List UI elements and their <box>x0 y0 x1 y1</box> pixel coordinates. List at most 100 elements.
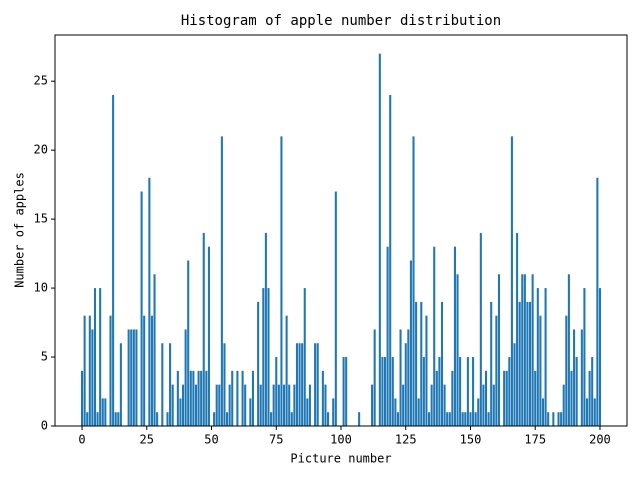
bar <box>272 384 275 426</box>
y-tick-label: 10 <box>34 281 48 295</box>
bar <box>117 412 120 426</box>
bar <box>130 329 133 426</box>
bar <box>381 357 384 426</box>
bar <box>220 136 223 427</box>
bar <box>91 329 94 426</box>
bar <box>484 370 488 426</box>
bar <box>534 370 537 426</box>
bar <box>251 370 254 426</box>
bar <box>264 232 267 426</box>
bar <box>96 412 99 426</box>
bar <box>194 384 198 426</box>
bar <box>391 357 394 426</box>
bar <box>321 370 324 426</box>
bar <box>166 412 169 426</box>
bar <box>487 412 490 426</box>
bar <box>453 246 456 426</box>
bar <box>560 412 563 426</box>
bar <box>415 301 418 426</box>
bar <box>402 384 405 426</box>
bar <box>86 412 89 426</box>
bar <box>443 384 446 426</box>
bar <box>451 370 454 426</box>
bar <box>119 343 122 426</box>
bar <box>479 232 482 426</box>
bar <box>394 398 397 426</box>
bar <box>327 412 330 426</box>
bar <box>409 260 412 426</box>
bar <box>490 301 493 426</box>
bar <box>140 191 143 426</box>
bar <box>143 315 146 426</box>
y-tick-label: 5 <box>41 350 48 364</box>
bar <box>508 357 511 426</box>
bar <box>456 274 459 426</box>
bar <box>428 412 431 426</box>
bar <box>477 398 480 426</box>
bar <box>334 191 337 426</box>
x-tick-label: 75 <box>269 433 283 447</box>
bar <box>189 370 192 426</box>
bar <box>262 288 265 426</box>
x-tick-label: 175 <box>524 433 546 447</box>
bar <box>192 370 195 426</box>
bar <box>472 357 475 426</box>
bar <box>205 370 208 426</box>
bar <box>420 301 423 426</box>
bar <box>241 370 244 426</box>
bar <box>215 384 218 426</box>
bar <box>270 412 273 426</box>
bar <box>153 274 156 426</box>
bar <box>324 384 327 426</box>
bar <box>417 398 420 426</box>
bar <box>83 315 86 426</box>
y-tick-label: 15 <box>34 212 48 226</box>
x-tick-label: 125 <box>395 433 417 447</box>
bar <box>267 288 270 426</box>
bar <box>132 329 135 426</box>
bar <box>371 384 374 426</box>
bar <box>510 136 513 427</box>
bar <box>474 412 477 426</box>
bar <box>440 301 444 426</box>
y-axis-label: Number of apples <box>13 172 27 288</box>
bar <box>464 412 467 426</box>
x-tick-label: 25 <box>140 433 154 447</box>
bar <box>438 357 441 426</box>
bar <box>295 343 299 426</box>
bar <box>179 398 182 426</box>
bar <box>280 136 283 427</box>
bar <box>495 315 498 426</box>
x-tick-label: 0 <box>78 433 85 447</box>
bar <box>345 357 348 426</box>
bar <box>531 274 534 426</box>
y-tick-label: 20 <box>34 143 48 157</box>
bar <box>99 288 102 426</box>
bar <box>492 384 495 426</box>
bar <box>236 370 239 426</box>
bar <box>396 412 400 426</box>
bar <box>282 384 286 426</box>
bar <box>425 315 428 426</box>
bar <box>422 357 425 426</box>
bar <box>526 301 529 426</box>
bar <box>593 398 596 426</box>
bar <box>430 384 433 426</box>
bar <box>181 384 185 426</box>
bar <box>127 329 130 426</box>
bar <box>187 260 190 426</box>
bar <box>93 288 97 426</box>
bar <box>135 329 138 426</box>
bar <box>301 343 304 426</box>
bar <box>541 398 545 426</box>
bar <box>332 398 335 426</box>
bar <box>466 357 469 426</box>
bar <box>448 412 451 426</box>
y-tick-label: 0 <box>41 419 48 433</box>
bar <box>161 343 164 426</box>
bar <box>156 412 159 426</box>
bar <box>407 329 410 426</box>
bar <box>513 343 516 426</box>
bar <box>202 232 205 426</box>
bar <box>114 412 117 426</box>
